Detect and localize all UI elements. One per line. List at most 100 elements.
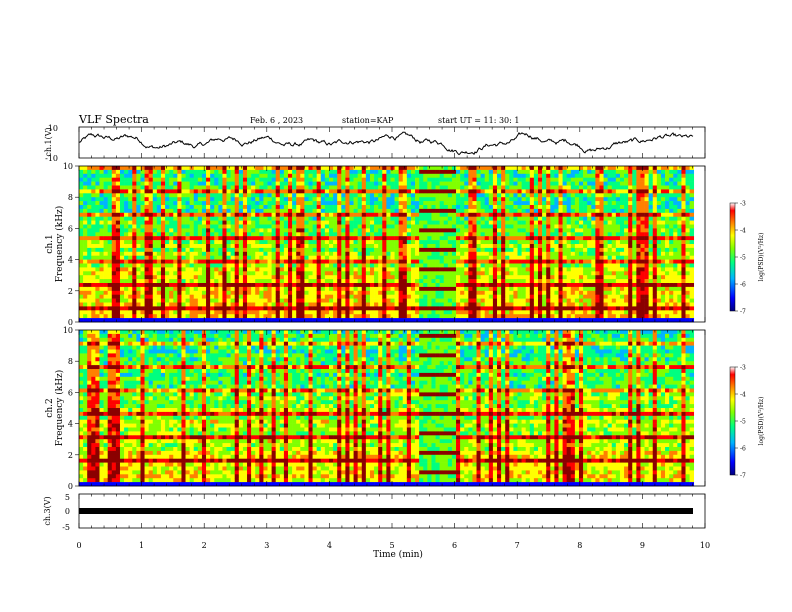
spectrogram-cell (550, 310, 555, 315)
spectrogram-cell (210, 166, 215, 171)
spectrogram-cell (468, 240, 473, 245)
spectrogram-cell (296, 290, 301, 295)
spectrogram-cell (189, 212, 195, 217)
spectrogram-cell (124, 267, 129, 272)
spectrogram-cell (566, 286, 572, 292)
spectrogram-cell (451, 290, 457, 295)
spectrogram-cell (382, 173, 387, 178)
spectrogram-cell (435, 247, 440, 253)
spectrogram-cell (480, 236, 486, 241)
spectrogram-cell (214, 216, 219, 221)
spectrogram-cell (369, 275, 375, 280)
spectrogram-cell (177, 236, 182, 241)
spectrogram-cell (468, 193, 473, 198)
spectrogram-cell (460, 173, 465, 178)
spectrogram-cell (546, 197, 551, 202)
spectrogram-cell (464, 298, 469, 303)
spectrogram-cell (210, 247, 215, 253)
spectrogram-cell (451, 216, 457, 221)
spectrogram-cell (398, 259, 404, 264)
spectrogram-cell (234, 298, 240, 303)
spectrogram-cell (95, 244, 100, 249)
spectrogram-cell (185, 286, 190, 292)
spectrogram-cell (91, 185, 96, 190)
spectrogram-cell (476, 236, 481, 241)
spectrogram-cell (230, 173, 236, 178)
spectrogram-cell (263, 201, 268, 206)
spectrogram-cell (247, 283, 252, 288)
spectrogram-cell (554, 314, 559, 319)
spectrogram-cell (369, 236, 375, 241)
spectrogram-cell (566, 294, 572, 299)
spectrogram-cell (415, 169, 420, 175)
spectrogram-cell (132, 271, 137, 276)
spectrogram-cell (578, 201, 584, 206)
spectrogram-cell (447, 259, 453, 264)
spectrogram-cell (357, 318, 363, 323)
spectrogram-cell (222, 267, 227, 272)
spectrogram-cell (210, 224, 215, 229)
spectrogram-cell (435, 255, 440, 260)
spectrogram-cell (460, 193, 465, 198)
spectrogram-cell (91, 259, 96, 264)
spectrogram-cell (398, 240, 404, 245)
spectrogram-cell (505, 208, 510, 214)
spectrogram-cell (488, 247, 494, 253)
spectrogram-cell (374, 236, 379, 241)
spectrogram-cell (484, 267, 490, 272)
spectrogram-cell (538, 208, 543, 214)
spectrogram-cell (169, 290, 174, 295)
spectrogram-cell (390, 232, 395, 237)
spectrogram-cell (230, 166, 236, 171)
spectrogram-cell (476, 294, 481, 299)
spectrogram-cell (308, 208, 313, 214)
spectrogram-cell (140, 310, 145, 315)
spectrogram-cell (439, 197, 445, 202)
spectrogram-cell (296, 228, 301, 233)
spectrogram-cell (103, 283, 108, 288)
spectrogram-cell (406, 197, 412, 202)
spectrogram-cell (538, 306, 543, 311)
spectrogram-cell (99, 205, 104, 210)
spectrogram-cell (234, 302, 240, 307)
spectrogram-cell (427, 236, 432, 241)
spectrogram-cell (95, 228, 100, 233)
spectrogram-cell (132, 236, 137, 241)
spectrogram-cell (488, 189, 494, 194)
spectrogram-cell (484, 314, 490, 319)
spectrogram-cell (382, 306, 387, 311)
spectrogram-cell (259, 271, 264, 276)
spectrogram-cell (529, 259, 535, 264)
spectrogram-cell (357, 193, 363, 198)
spectrogram-cell (308, 205, 313, 210)
spectrogram-cell (99, 275, 104, 280)
spectrogram-cell (538, 294, 543, 299)
spectrogram-cell (328, 286, 334, 292)
spectrogram-cell (181, 236, 186, 241)
spectrogram-cell (308, 259, 313, 264)
spectrogram-cell (148, 228, 154, 233)
spectrogram-cell (357, 286, 363, 292)
spectrogram-cell (320, 240, 326, 245)
spectrogram-cell (435, 169, 440, 175)
spectrogram-cell (542, 201, 547, 206)
spectrogram-cell (218, 294, 223, 299)
spectrogram-cell (574, 244, 580, 249)
spectrogram-cell (439, 286, 445, 292)
spectrogram-cell (160, 251, 166, 256)
spectrogram-cell (570, 251, 576, 256)
spectrogram-cell (513, 271, 518, 276)
spectrogram-cell (410, 220, 416, 225)
spectrogram-cell (308, 275, 313, 280)
spectrogram-cell (501, 177, 506, 182)
spectrogram-cell (181, 228, 186, 233)
spectrogram-cell (447, 255, 453, 260)
spectrogram-cell (316, 189, 322, 194)
spectrogram-cell (390, 216, 395, 221)
spectrogram-cell (402, 298, 408, 303)
spectrogram-cell (509, 185, 514, 190)
spectrogram-cell (578, 259, 584, 264)
spectrogram-cell (165, 244, 170, 249)
spectrogram-cell (156, 240, 162, 245)
spectrogram-cell (333, 279, 338, 284)
